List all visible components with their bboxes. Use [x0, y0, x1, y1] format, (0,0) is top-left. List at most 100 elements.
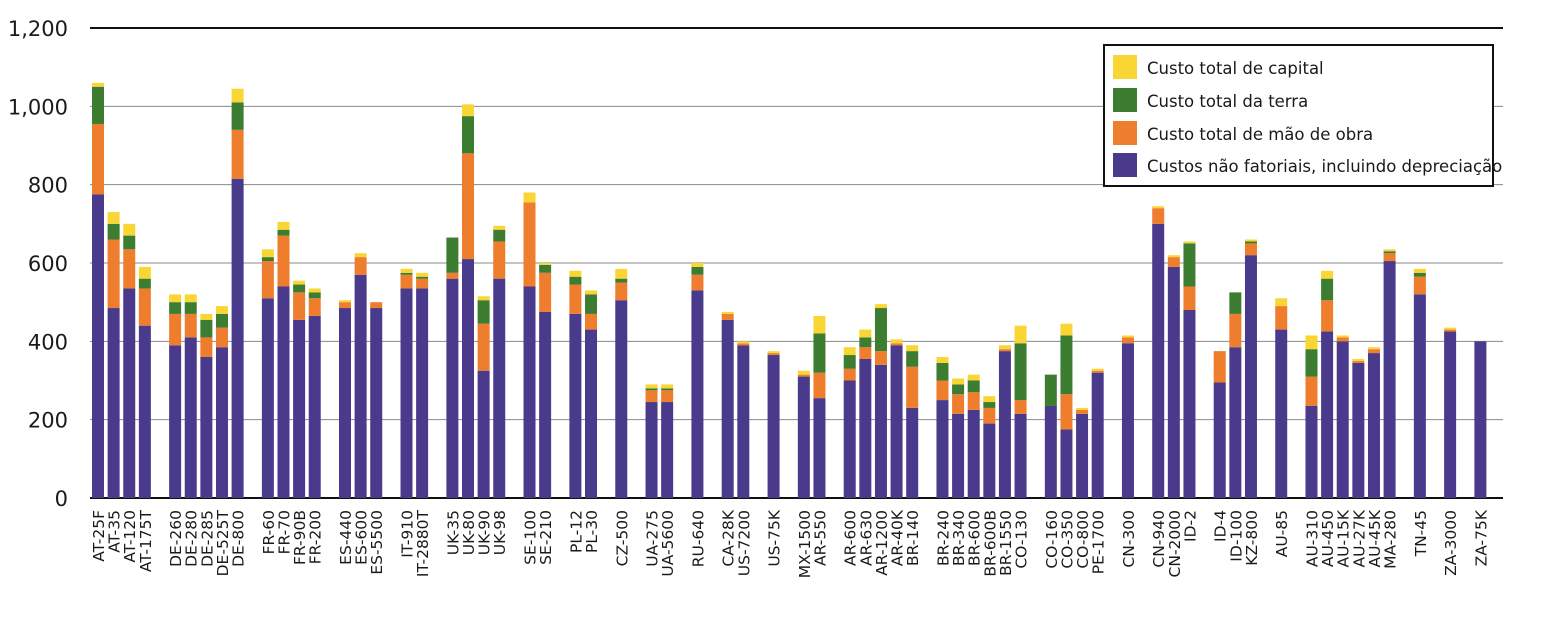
- bar-segment: [400, 268, 413, 273]
- bar-segment: [293, 284, 306, 293]
- bar-segment: [308, 315, 321, 498]
- bar-segment: [308, 298, 321, 316]
- bar-segment: [231, 129, 244, 179]
- bar-segment: [92, 86, 104, 124]
- x-tick-label: SE-210: [537, 510, 555, 565]
- bar-stack: [462, 104, 475, 498]
- bar-segment: [293, 319, 306, 498]
- bar-segment: [169, 313, 182, 346]
- bar-segment: [585, 329, 598, 498]
- bar-segment: [1383, 249, 1396, 252]
- bar-segment: [1167, 266, 1180, 498]
- bar-stack: [1321, 270, 1334, 498]
- x-tick-label: AU-27K: [1350, 509, 1368, 567]
- x-tick-label: FR-90B: [291, 510, 309, 565]
- bar-segment: [123, 249, 136, 289]
- bar-segment: [1444, 331, 1457, 498]
- bar-segment: [1367, 349, 1380, 354]
- bar-stack: [890, 339, 903, 498]
- y-tick-label: 600: [28, 252, 68, 276]
- bar-segment: [1413, 272, 1426, 277]
- bar-segment: [615, 278, 628, 283]
- x-tick-label: FR-200: [307, 510, 325, 564]
- bar-segment: [200, 319, 213, 338]
- bar-segment: [859, 358, 872, 498]
- bar-segment: [1091, 372, 1104, 498]
- bar-segment: [874, 308, 887, 352]
- legend-frame: [1103, 44, 1494, 187]
- bar-stack: [1413, 268, 1426, 498]
- bar-stack: [446, 237, 459, 498]
- bar-stack: [477, 296, 490, 498]
- bar-segment: [231, 178, 244, 498]
- bar-segment: [1413, 268, 1426, 273]
- bar-segment: [983, 407, 996, 424]
- bar-stack: [370, 302, 383, 498]
- bar-segment: [107, 223, 120, 240]
- bar-segment: [890, 343, 903, 346]
- bar-segment: [767, 351, 780, 354]
- bar-segment: [354, 253, 367, 258]
- bar-segment: [1275, 329, 1288, 498]
- legend-swatch-land: [1113, 88, 1137, 112]
- bar-stack: [998, 345, 1011, 498]
- y-tick-label: 400: [28, 330, 68, 354]
- x-tick-label: CO-350: [1058, 510, 1076, 569]
- bar-stack: [645, 384, 658, 498]
- bar-stack: [1383, 249, 1396, 498]
- bar-segment: [477, 370, 490, 498]
- bar-segment: [1060, 335, 1073, 395]
- x-tick-label: CA-28K: [720, 509, 738, 566]
- x-tick-label: BR-600B: [981, 510, 999, 577]
- bar-segment: [1244, 255, 1257, 498]
- bar-segment: [446, 237, 459, 273]
- x-tick-label: ES-600: [353, 510, 371, 565]
- bar-segment: [92, 82, 104, 87]
- bar-segment: [569, 284, 582, 314]
- bar-segment: [1244, 239, 1257, 242]
- x-tick-label: CO-130: [1013, 510, 1031, 569]
- bar-segment: [983, 396, 996, 403]
- bar-segment: [645, 390, 658, 403]
- bar-segment: [1121, 343, 1134, 498]
- bar-stack: [523, 192, 536, 498]
- bar-segment: [215, 313, 228, 328]
- bar-segment: [261, 298, 274, 498]
- bar-stack: [123, 223, 136, 498]
- bar-segment: [721, 319, 734, 498]
- bar-segment: [354, 257, 367, 275]
- y-axis: 0 200 400 600 800 1,000 1,200: [8, 17, 68, 511]
- bar-segment: [813, 315, 826, 334]
- bar-segment: [261, 257, 274, 262]
- bar-stack: [539, 263, 552, 498]
- bar-segment: [1121, 335, 1134, 338]
- x-tick-label: PL-30: [583, 510, 601, 553]
- bar-stack: [1474, 341, 1487, 498]
- x-tick-label: ZA-3000: [1442, 510, 1460, 576]
- bar-stack: [1305, 335, 1318, 498]
- bar-segment: [952, 413, 965, 498]
- bar-segment: [539, 264, 552, 273]
- bar-stack: [737, 341, 750, 498]
- bar-stack: [1076, 407, 1089, 498]
- x-tick-label: AR-550: [811, 510, 829, 566]
- bar-segment: [1167, 255, 1180, 258]
- legend-label-labor: Custo total de mão de obra: [1147, 125, 1373, 144]
- bar-segment: [416, 276, 429, 279]
- x-tick-label: CZ-500: [613, 510, 631, 566]
- bar-segment: [462, 104, 475, 117]
- bar-segment: [92, 194, 104, 499]
- x-tick-label: BR-240: [934, 510, 952, 566]
- bar-segment: [737, 345, 750, 498]
- x-tick-label: BR-340: [950, 510, 968, 566]
- bar-segment: [615, 268, 628, 279]
- bar-segment: [737, 341, 750, 344]
- bar-segment: [493, 229, 506, 242]
- bar-segment: [1014, 325, 1027, 344]
- legend-label-land: Custo total da terra: [1147, 92, 1308, 111]
- bar-segment: [1321, 331, 1334, 498]
- bar-stack: [138, 266, 151, 498]
- x-tick-label: CN-2000: [1166, 510, 1184, 577]
- x-tick-label: PL-12: [567, 510, 585, 553]
- bar-segment: [983, 423, 996, 498]
